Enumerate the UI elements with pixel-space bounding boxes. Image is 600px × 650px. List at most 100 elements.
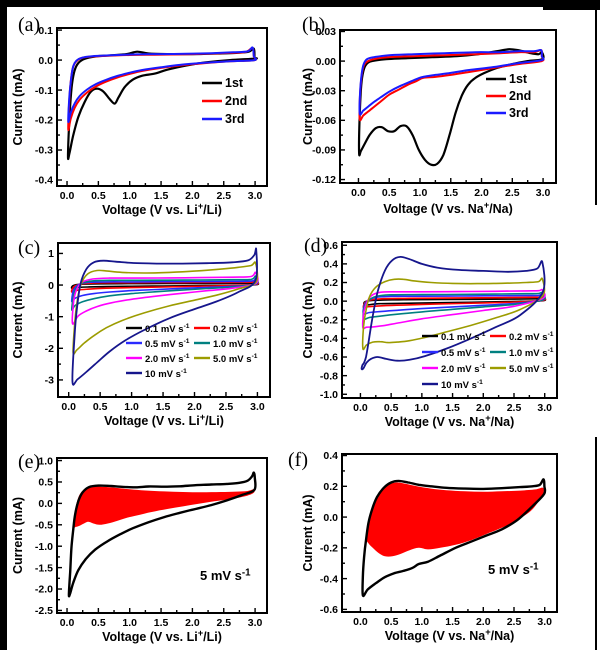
svg-text:0.0: 0.0 — [353, 616, 368, 628]
svg-text:-2.0: -2.0 — [35, 584, 53, 596]
svg-text:-1.0: -1.0 — [320, 389, 338, 401]
page-border-left — [0, 0, 7, 650]
series-cv-at-5-mv-s — [67, 471, 257, 598]
panel-a: 0.0 0.5 1.0 1.5 2.0 2.5 3.0 0.1 0.0 -0.1 -0.2 -0.3 -… — [8, 7, 298, 224]
cv-plot-d: 0.0 0.5 1.0 1.5 2.0 2.5 3.0 0.6 0.4 0.2 0.0 -0.2 -0.… — [301, 235, 558, 429]
svg-text:3.0: 3.0 — [536, 187, 551, 199]
axes-group: 0.0 0.5 1.0 1.5 2.0 2.5 3.0 0.4 0.2 0.0 -0.2 -0.4 -0… — [320, 450, 558, 628]
svg-text:3.0: 3.0 — [537, 616, 552, 628]
panel-c: 0.0 0.5 1.0 1.5 2.0 2.5 3.0 1 0 -1 -2 -3 Voltage (V … — [8, 224, 298, 444]
legend: 0.1 mV s-1 0.2 mV s-1 0.5 mV s-1 1.0 mV s-1… — [126, 323, 258, 380]
svg-text:0.5: 0.5 — [93, 401, 108, 413]
legend-label: 0.2 mV s-1 — [213, 323, 258, 335]
svg-text:0.1: 0.1 — [38, 25, 53, 37]
axes-group: 0.0 0.5 1.0 1.5 2.0 2.5 3.0 0.1 0.0 -0.1 -0.2 -0.3 -… — [35, 25, 268, 202]
svg-text:1.0: 1.0 — [122, 190, 137, 202]
svg-text:2.0: 2.0 — [476, 616, 491, 628]
svg-text:0.4: 0.4 — [323, 259, 338, 271]
cv-plot-c: 0.0 0.5 1.0 1.5 2.0 2.5 3.0 1 0 -1 -2 -3 Voltage (V … — [11, 237, 271, 428]
svg-text:2.5: 2.5 — [219, 401, 234, 413]
svg-text:-0.1: -0.1 — [35, 85, 53, 97]
legend: 1st 2nd 3rd — [202, 76, 247, 126]
panel-label-e: (e) — [18, 451, 40, 473]
legend-label: 1st — [509, 72, 528, 86]
legend-label: 0.5 mV s-1 — [145, 338, 190, 350]
svg-text:0.4: 0.4 — [323, 450, 338, 462]
svg-text:-0.4: -0.4 — [320, 333, 338, 345]
legend-label: 2nd — [225, 94, 247, 108]
svg-text:-2.5: -2.5 — [35, 605, 53, 617]
svg-text:0.0: 0.0 — [323, 296, 338, 308]
svg-text:-0.03: -0.03 — [312, 85, 336, 97]
axes-group: 0.0 0.5 1.0 1.5 2.0 2.5 3.0 0.6 0.4 0.2 0.0 -0.2 -0.… — [320, 240, 558, 414]
series-cv-at-5-mv-s — [361, 478, 547, 598]
svg-text:-0.12: -0.12 — [312, 174, 336, 186]
svg-text:-0.4: -0.4 — [35, 175, 53, 187]
svg-text:0.5: 0.5 — [91, 617, 106, 629]
series-group — [357, 48, 545, 167]
cv-plot-a: 0.0 0.5 1.0 1.5 2.0 2.5 3.0 0.1 0.0 -0.1 -0.2 -0.3 -… — [11, 14, 268, 217]
series-group — [361, 478, 547, 598]
svg-text:-2: -2 — [45, 343, 54, 355]
svg-text:0.0: 0.0 — [353, 402, 368, 414]
svg-text:0.0: 0.0 — [61, 401, 76, 413]
svg-text:-0.06: -0.06 — [312, 115, 336, 127]
legend-label: 0.2 mV s-1 — [509, 331, 554, 343]
legend-label: 10 mV s-1 — [441, 379, 483, 391]
svg-text:-1: -1 — [45, 311, 54, 323]
svg-text:0.03: 0.03 — [316, 26, 337, 38]
svg-text:2.0: 2.0 — [474, 187, 489, 199]
page-border-right-upper — [595, 7, 597, 205]
svg-text:-0.6: -0.6 — [320, 352, 338, 364]
svg-text:2.5: 2.5 — [216, 617, 231, 629]
svg-text:1.5: 1.5 — [445, 616, 460, 628]
panel-b: 0.0 0.5 1.0 1.5 2.0 2.5 3.0 0.03 0.00 -0.03 -0.06 -… — [300, 7, 592, 224]
axes-group: 0.0 0.5 1.0 1.5 2.0 2.5 3.0 0.03 0.00 -0.03 -0.06 -… — [312, 26, 557, 199]
y-axis-title: Current (mA) — [11, 68, 25, 145]
svg-text:0.0: 0.0 — [38, 55, 53, 67]
series-0-5-mv-s — [70, 277, 259, 303]
svg-text:3.0: 3.0 — [248, 617, 263, 629]
series-group — [70, 247, 260, 386]
legend-label: 0.1 mV s-1 — [441, 331, 486, 343]
panel-d: 0.0 0.5 1.0 1.5 2.0 2.5 3.0 0.6 0.4 0.2 0.0 -0.2 -0.… — [300, 224, 592, 444]
svg-text:1.0: 1.0 — [124, 401, 139, 413]
svg-text:-0.2: -0.2 — [320, 314, 338, 326]
y-axis-title: Current (mA) — [301, 281, 315, 358]
series-3rd — [67, 46, 258, 124]
x-axis-title: Voltage (V vs. Na+/Na) — [383, 200, 513, 216]
svg-text:-3: -3 — [45, 375, 54, 387]
svg-text:0.0: 0.0 — [60, 190, 75, 202]
legend-label: 2.0 mV s-1 — [145, 353, 190, 365]
y-axis-title: Current (mA) — [301, 494, 315, 571]
svg-text:-1.0: -1.0 — [35, 541, 53, 553]
y-axis-title: Current (mA) — [11, 281, 25, 358]
axes-group: 0.0 0.5 1.0 1.5 2.0 2.5 3.0 1.0 0.5 0.0 -0.5 -1.0 -1… — [35, 455, 268, 629]
legend-label: 2.0 mV s-1 — [441, 363, 486, 375]
panel-label-c: (c) — [18, 237, 40, 259]
panel-e: 0.0 0.5 1.0 1.5 2.0 2.5 3.0 1.0 0.5 0.0 -0.5 -1.0 -1… — [8, 444, 298, 650]
panel-f: 0.0 0.5 1.0 1.5 2.0 2.5 3.0 0.4 0.2 0.0 -0.2 -0.4 -0… — [288, 444, 592, 650]
svg-text:-0.09: -0.09 — [312, 145, 336, 157]
svg-text:0: 0 — [48, 280, 54, 292]
svg-text:-0.3: -0.3 — [35, 145, 53, 157]
svg-text:3.0: 3.0 — [250, 401, 265, 413]
x-axis-title: Voltage (V vs. Li+/Li) — [102, 628, 222, 644]
svg-text:2.5: 2.5 — [505, 187, 520, 199]
legend-label: 5.0 mV s-1 — [213, 353, 258, 365]
cv-plot-e: 0.0 0.5 1.0 1.5 2.0 2.5 3.0 1.0 0.5 0.0 -0.5 -1.0 -1… — [11, 451, 268, 644]
svg-text:1.0: 1.0 — [413, 187, 428, 199]
legend-label: 3rd — [225, 112, 244, 126]
svg-text:0.6: 0.6 — [323, 240, 338, 252]
cv-plot-f: 0.0 0.5 1.0 1.5 2.0 2.5 3.0 0.4 0.2 0.0 -0.2 -0.4 -0… — [288, 449, 558, 643]
svg-text:-0.5: -0.5 — [35, 519, 53, 531]
svg-text:1.0: 1.0 — [415, 616, 430, 628]
svg-text:1.5: 1.5 — [154, 190, 169, 202]
svg-text:0.0: 0.0 — [38, 498, 53, 510]
svg-text:1.5: 1.5 — [443, 187, 458, 199]
svg-text:0.0: 0.0 — [60, 617, 75, 629]
svg-text:0.0: 0.0 — [323, 512, 338, 524]
svg-text:2.5: 2.5 — [507, 402, 522, 414]
x-axis-title: Voltage (V vs. Na+/Na) — [385, 413, 515, 429]
series-10-mv-s — [71, 247, 258, 386]
